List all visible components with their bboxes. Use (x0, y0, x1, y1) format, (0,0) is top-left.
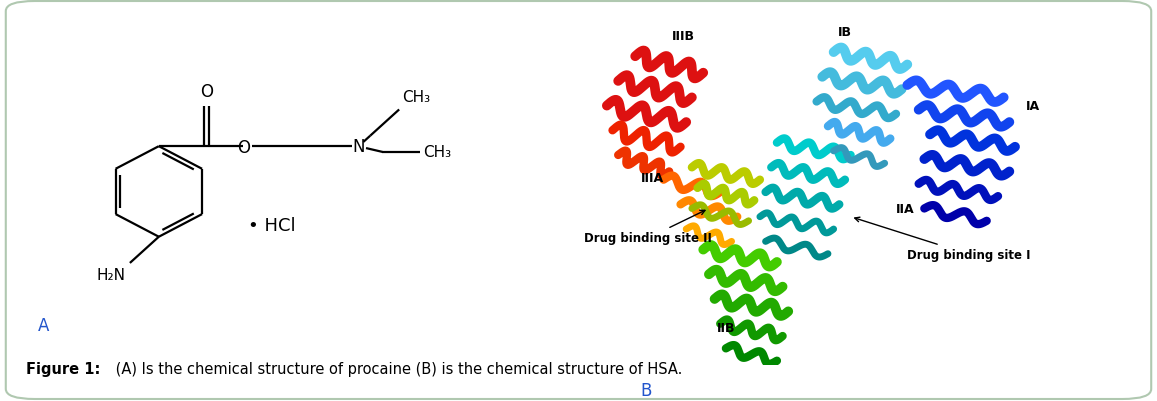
Text: CH₃: CH₃ (403, 89, 430, 105)
Text: IIIB: IIIB (672, 30, 695, 43)
Text: IA: IA (1026, 100, 1040, 113)
Text: CH₃: CH₃ (423, 145, 451, 160)
Text: B: B (641, 381, 653, 399)
Text: Figure 1:: Figure 1: (27, 362, 101, 377)
Text: N: N (353, 138, 364, 156)
Text: IIA: IIA (896, 203, 914, 215)
Text: O: O (200, 83, 213, 101)
Text: O: O (237, 139, 251, 157)
Text: IIIA: IIIA (641, 172, 664, 184)
Text: Drug binding site II: Drug binding site II (584, 211, 712, 245)
Text: IB: IB (838, 26, 852, 38)
Text: (A) Is the chemical structure of procaine (B) is the chemical structure of HSA.: (A) Is the chemical structure of procain… (111, 362, 681, 377)
Text: IIB: IIB (716, 322, 735, 334)
Text: • HCl: • HCl (249, 216, 296, 234)
Text: H₂N: H₂N (97, 267, 126, 282)
Text: A: A (37, 316, 49, 334)
Text: Drug binding site I: Drug binding site I (855, 218, 1031, 261)
